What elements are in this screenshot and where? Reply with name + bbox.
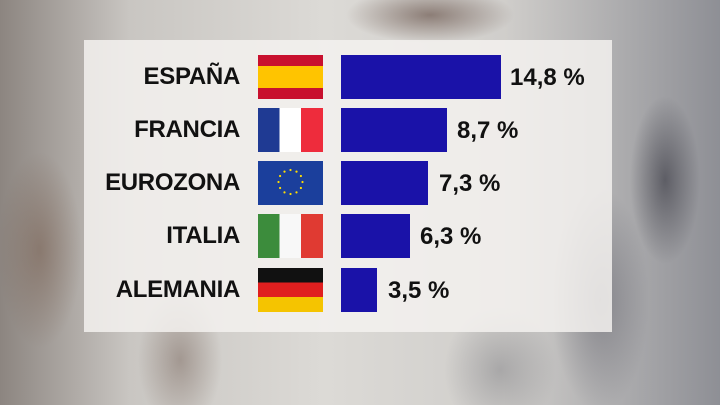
eu-flag-icon: [258, 161, 323, 205]
country-label: FRANCIA: [134, 116, 240, 143]
spain-flag-icon: [258, 55, 323, 99]
data-bar: [341, 161, 428, 205]
chart-row-france: FRANCIA 8,7 %: [84, 108, 612, 152]
data-bar: [341, 108, 447, 152]
country-label: EUROZONA: [105, 169, 240, 196]
france-flag-icon: [258, 108, 323, 152]
value-label: 7,3 %: [439, 170, 501, 197]
value-label: 6,3 %: [420, 223, 482, 250]
chart-row-germany: ALEMANIA 3,5 %: [84, 268, 612, 312]
data-bar: [341, 268, 377, 312]
country-label: ALEMANIA: [115, 276, 241, 303]
country-label: ITALIA: [166, 222, 240, 249]
chart-row-spain: ESPAÑA 14,8 %: [84, 55, 612, 99]
value-label: 3,5 %: [388, 277, 450, 304]
country-label: ESPAÑA: [143, 63, 241, 90]
data-bar: [341, 55, 501, 99]
chart-panel: ESPAÑA 14,8 % FRANCIA 8,7 % EUROZONA 7,3…: [84, 40, 612, 332]
value-label: 8,7 %: [457, 117, 519, 144]
chart-row-italy: ITALIA 6,3 %: [84, 214, 612, 258]
italy-flag-icon: [258, 214, 323, 258]
germany-flag-icon: [258, 268, 323, 312]
value-label: 14,8 %: [510, 64, 585, 91]
chart-row-eurozone: EUROZONA 7,3 %: [84, 161, 612, 205]
data-bar: [341, 214, 410, 258]
